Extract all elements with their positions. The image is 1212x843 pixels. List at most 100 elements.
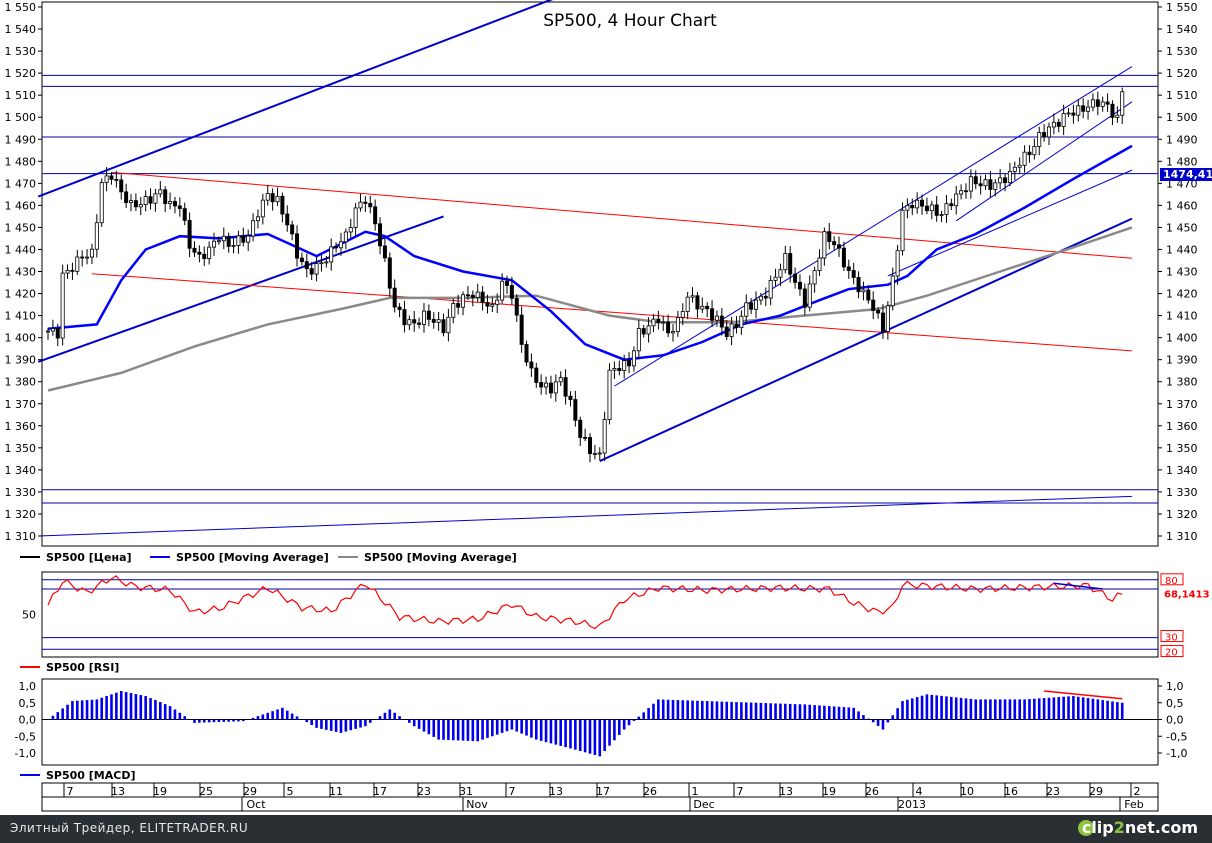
- date-tick-label: 5: [287, 785, 294, 798]
- candle-body: [973, 176, 978, 185]
- last-price-label: 1474,41: [1163, 168, 1212, 181]
- date-tick-label: 29: [1089, 785, 1103, 798]
- candle-body: [714, 315, 719, 321]
- month-label: Nov: [466, 798, 488, 811]
- candle-body: [85, 256, 90, 259]
- candle-body: [841, 247, 846, 268]
- candle-body: [866, 289, 871, 301]
- candle-body: [402, 309, 407, 326]
- candle-body: [285, 213, 290, 226]
- candle-body: [290, 224, 295, 235]
- candle-body: [524, 344, 529, 363]
- candle-body: [705, 305, 710, 310]
- candle-body: [622, 360, 627, 371]
- candle-body: [597, 452, 602, 455]
- candle-body: [719, 315, 724, 328]
- macd-axis-label-right: -0,5: [1166, 730, 1187, 743]
- candle-body: [55, 328, 60, 339]
- candle-body: [661, 321, 666, 324]
- candle-body: [182, 208, 187, 221]
- candle-body: [758, 295, 763, 301]
- macd-legend: SP500 [MACD]: [20, 769, 136, 782]
- y-tick-label-left: 1 320: [5, 508, 37, 521]
- rsi-level-label: 80: [1165, 576, 1178, 587]
- candle-body: [358, 201, 363, 209]
- macd-axis-label-right: -1,0: [1166, 747, 1187, 760]
- legend-price: SP500 [Цена]: [46, 551, 132, 564]
- date-tick-label: 7: [67, 785, 74, 798]
- y-tick-label-left: 1 350: [5, 442, 37, 455]
- candle-body: [944, 203, 949, 215]
- date-tick-label: 16: [1004, 785, 1018, 798]
- candle-body: [1022, 151, 1027, 166]
- candle-body: [983, 179, 988, 187]
- candle-body: [544, 382, 549, 388]
- candle-body: [763, 295, 768, 299]
- candle-body: [221, 235, 226, 242]
- candle-body: [924, 205, 929, 212]
- macd-axis-label-right: 0,5: [1166, 697, 1184, 710]
- candle-body: [480, 291, 485, 303]
- candle-body: [1081, 105, 1086, 112]
- candle-body: [212, 240, 217, 248]
- candle-body: [1071, 112, 1076, 116]
- candle-body: [260, 199, 265, 218]
- candle-body: [1095, 99, 1100, 107]
- candle-body: [202, 253, 207, 259]
- candle-body: [739, 315, 744, 328]
- candle-body: [749, 302, 754, 310]
- date-tick-label: 4: [916, 785, 923, 798]
- candle-body: [539, 382, 544, 388]
- candle-body: [802, 288, 807, 308]
- candle-body: [373, 206, 378, 225]
- candle-body: [666, 321, 671, 334]
- candle-body: [734, 323, 739, 328]
- candle-body: [470, 294, 475, 298]
- candle-body: [602, 419, 607, 454]
- candle-body: [99, 182, 104, 224]
- candle-body: [1086, 106, 1091, 112]
- candle-body: [724, 326, 729, 337]
- y-tick-label-left: 1 330: [5, 486, 37, 499]
- footer-brand[interactable]: clip2net.com: [1082, 818, 1198, 837]
- candle-body: [1120, 91, 1125, 116]
- y-tick-label-right: 1 420: [1166, 288, 1198, 301]
- y-tick-label-left: 1 550: [5, 1, 37, 14]
- candle-body: [168, 201, 173, 204]
- y-tick-label-right: 1 400: [1166, 332, 1198, 345]
- candle-body: [876, 310, 881, 314]
- candle-body: [143, 196, 148, 205]
- candle-body: [421, 310, 426, 325]
- last-price-marker: [1160, 168, 1212, 181]
- candle-body: [827, 231, 832, 242]
- candle-body: [1046, 126, 1051, 138]
- date-tick-label: 26: [643, 785, 657, 798]
- y-tick-label-left: 1 540: [5, 23, 37, 36]
- y-tick-label-left: 1 400: [5, 332, 37, 345]
- candle-body: [172, 201, 177, 207]
- candle-body: [534, 367, 539, 383]
- candle-body: [397, 306, 402, 310]
- candle-body: [1110, 103, 1115, 118]
- candle-body: [124, 191, 129, 203]
- candle-body: [934, 204, 939, 216]
- candle-body: [412, 319, 417, 324]
- footer-site[interactable]: Элитный Трейдер, ELITETRADER.RU: [10, 821, 249, 835]
- candle-body: [270, 193, 275, 203]
- y-tick-label-left: 1 460: [5, 199, 37, 212]
- candle-body: [246, 235, 251, 243]
- y-tick-label-right: 1 340: [1166, 464, 1198, 477]
- date-tick-label: 29: [243, 785, 257, 798]
- candle-body: [163, 189, 168, 204]
- date-tick-label: 11: [329, 785, 343, 798]
- candle-body: [783, 253, 788, 271]
- sp500-chart: SP500, 4 Hour Chart 1 310 1 310 1 320 1 320…: [4, 0, 1212, 812]
- candle-body: [920, 199, 925, 207]
- date-tick-label: 26: [865, 785, 879, 798]
- candle-body: [1003, 177, 1008, 184]
- macd-axis-label-left: -0,5: [15, 730, 36, 743]
- candle-body: [1051, 121, 1056, 128]
- date-tick-label: 1: [692, 785, 699, 798]
- rsi-line: [47, 575, 1123, 630]
